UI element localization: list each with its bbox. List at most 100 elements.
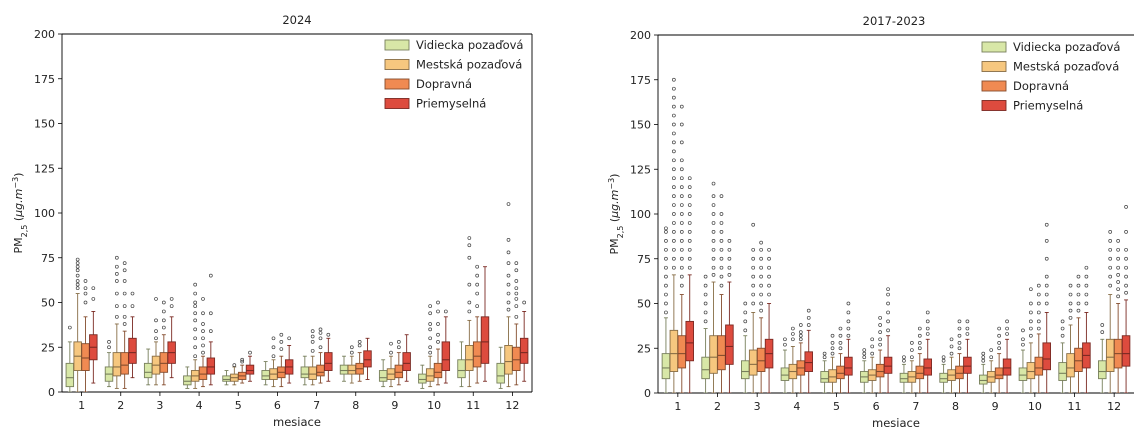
box-iqr — [222, 375, 231, 382]
box-outlier — [154, 336, 158, 341]
box-outlier — [791, 337, 795, 342]
box-outlier — [687, 194, 692, 198]
box-outlier — [910, 341, 914, 345]
box-outlier — [751, 301, 756, 306]
box-outlier — [318, 331, 323, 335]
box-4-7 — [324, 332, 333, 382]
x-tick-label: 7 — [313, 399, 320, 412]
box-outlier — [522, 300, 527, 305]
box-outlier — [886, 287, 890, 292]
box-outlier — [75, 261, 80, 265]
box-outlier — [1108, 256, 1113, 261]
box-2-8 — [947, 337, 956, 393]
box-outlier — [1108, 283, 1113, 288]
box-4-2 — [128, 291, 137, 379]
y-tick-label: 0 — [644, 387, 651, 400]
box-iqr — [504, 345, 513, 375]
box-iqr — [875, 363, 885, 378]
box-iqr — [245, 364, 255, 375]
box-outlier — [759, 292, 763, 297]
box-outlier — [711, 221, 716, 225]
x-axis-label: mesiace — [872, 416, 920, 430]
box-outlier — [1036, 319, 1041, 324]
x-tick-label: 10 — [427, 399, 441, 412]
box-outlier — [114, 255, 119, 260]
box-outlier — [1036, 310, 1041, 315]
box-outlier — [719, 194, 724, 198]
box-outlier — [1124, 204, 1128, 209]
box-1-3 — [741, 301, 750, 393]
box-3-9 — [394, 340, 404, 386]
box-iqr — [899, 372, 909, 383]
box-3-7 — [915, 326, 925, 393]
box-2-5 — [230, 363, 239, 386]
box-4-6 — [883, 287, 893, 393]
legend-label: Mestská pozaďová — [416, 58, 522, 72]
box-outlier — [664, 256, 668, 261]
legend-label: Vidiecka pozaďová — [416, 38, 523, 52]
box-outlier — [672, 247, 676, 252]
box-outlier — [679, 104, 684, 109]
box-1-12 — [1098, 323, 1107, 393]
box-outlier — [83, 279, 88, 283]
box-outlier — [711, 212, 716, 216]
box-2-4 — [788, 326, 798, 393]
box-outlier — [1044, 301, 1049, 306]
box-outlier — [949, 344, 954, 349]
box-outlier — [161, 309, 166, 314]
box-iqr — [1121, 335, 1131, 367]
box-outlier — [965, 319, 970, 324]
box-3-6 — [875, 315, 885, 393]
box-outlier — [130, 304, 135, 308]
box-3-10 — [433, 300, 443, 386]
box-4-4 — [206, 273, 216, 386]
box-2-12 — [1105, 230, 1115, 393]
box-outlier — [719, 221, 724, 225]
box-outlier — [436, 322, 440, 326]
box-2-6 — [269, 336, 278, 388]
box-outlier — [122, 304, 127, 308]
box-outlier — [672, 95, 676, 100]
box-outlier — [886, 319, 890, 324]
box-outlier — [703, 292, 708, 297]
box-iqr — [685, 320, 694, 362]
box-outlier — [193, 327, 198, 332]
box-outlier — [989, 348, 994, 352]
box-iqr — [425, 368, 435, 382]
box-outlier — [679, 140, 684, 145]
box-outlier — [279, 347, 284, 351]
box-outlier — [428, 322, 433, 326]
box-outlier — [672, 185, 676, 189]
box-outlier — [679, 185, 684, 189]
box-outlier — [1036, 301, 1041, 306]
box-outlier — [664, 226, 668, 231]
box-iqr — [441, 341, 451, 371]
box-outlier — [436, 300, 440, 305]
box-outlier — [1108, 247, 1113, 252]
box-iqr — [394, 364, 404, 379]
box-outlier — [917, 341, 922, 345]
box-outlier — [672, 86, 676, 91]
box-outlier — [727, 239, 732, 243]
box-outlier — [672, 122, 676, 127]
box-outlier — [997, 341, 1001, 345]
box-3-12 — [1113, 239, 1123, 393]
box-outlier — [310, 348, 315, 353]
box-iqr — [198, 366, 208, 380]
legend-swatch — [384, 39, 410, 51]
box-outlier — [664, 247, 668, 252]
box-iqr — [496, 362, 505, 384]
box-iqr — [363, 350, 372, 368]
box-outlier — [727, 256, 732, 261]
box-outlier — [687, 265, 692, 270]
box-iqr — [883, 356, 893, 374]
y-tick-label: 200 — [34, 28, 55, 41]
legend-label: Vidiecka pozaďová — [1013, 40, 1120, 54]
box-2-5 — [828, 333, 837, 393]
box-outlier — [679, 203, 684, 207]
box-outlier — [886, 292, 890, 297]
y-tick-label: 25 — [41, 341, 55, 354]
box-outlier — [672, 158, 676, 163]
box-iqr — [65, 362, 75, 388]
box-outlier — [711, 203, 716, 207]
